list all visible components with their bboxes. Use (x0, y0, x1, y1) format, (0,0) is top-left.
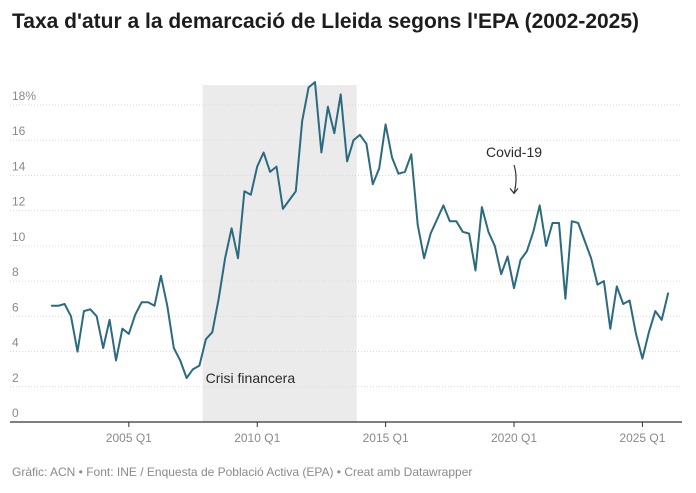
footer-source: Gràfic: ACN • Font: INE / Enquesta de Po… (12, 465, 473, 479)
y-tick-label: 18% (12, 89, 36, 103)
grid-lines (10, 104, 682, 423)
x-tick-label: 2025 Q1 (619, 431, 665, 445)
y-tick-label: 16 (12, 124, 26, 138)
y-tick-label: 4 (12, 336, 19, 350)
x-tick-label: 2005 Q1 (106, 431, 152, 445)
covid-label: Covid-19 (486, 144, 542, 160)
y-tick-label: 10 (12, 230, 26, 244)
x-tick-label: 2020 Q1 (491, 431, 537, 445)
crisis-band (202, 85, 357, 422)
covid-arrow-icon (509, 164, 519, 195)
y-tick-label: 2 (12, 371, 19, 385)
chart-title: Taxa d'atur a la demarcació de Lleida se… (12, 10, 640, 33)
x-tick-label: 2010 Q1 (234, 431, 280, 445)
y-tick-label: 6 (12, 300, 19, 314)
y-tick-label: 0 (12, 406, 19, 420)
y-tick-label: 8 (12, 265, 19, 279)
crisis-label: Crisi financera (206, 370, 296, 386)
y-tick-label: 12 (12, 195, 26, 209)
x-tick-label: 2015 Q1 (363, 431, 409, 445)
unemployment-rate-line (50, 81, 670, 379)
y-tick-label: 14 (12, 159, 26, 173)
x-axis-ticks: 2005 Q1 2010 Q1 2015 Q1 2020 Q1 2025 Q1 (106, 422, 666, 445)
y-axis-ticks: 0 2 4 6 8 10 12 14 16 18% (12, 89, 36, 420)
